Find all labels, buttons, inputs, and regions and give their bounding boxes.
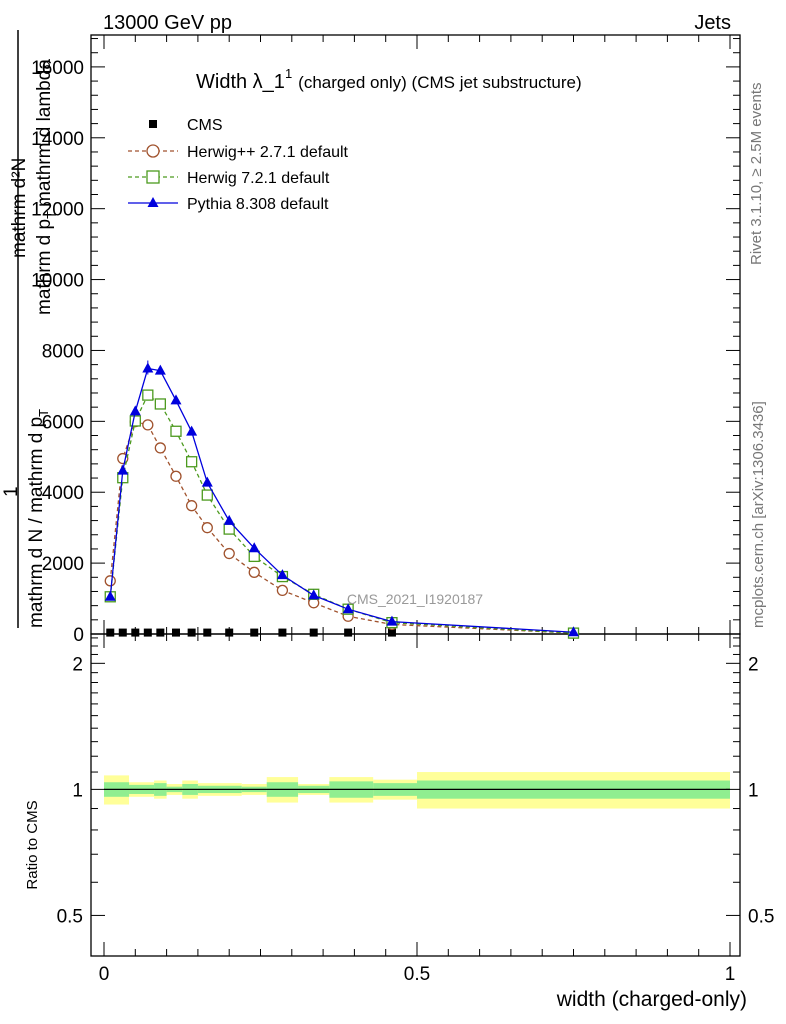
data-point xyxy=(129,405,141,416)
ratio-ylabel: Ratio to CMS xyxy=(24,800,41,889)
ratio-y-tick-label-right: 0.5 xyxy=(748,906,774,927)
x-tick-label: 0.5 xyxy=(404,964,430,985)
series-line xyxy=(109,367,574,633)
data-point xyxy=(248,566,260,578)
x-tick-label: 0 xyxy=(99,964,110,985)
data-point xyxy=(106,628,115,637)
ratio-y-tick-label: 2 xyxy=(72,654,83,675)
legend: CMS Herwig++ 2.7.1 default Herwig 7.2.1 de… xyxy=(128,117,349,213)
y-tick-label: 4000 xyxy=(42,483,84,504)
data-point xyxy=(104,590,116,601)
data-point xyxy=(223,514,235,525)
data-point xyxy=(203,628,212,637)
data-point xyxy=(118,628,127,637)
x-tick-label: 1 xyxy=(725,964,736,985)
data-point xyxy=(143,628,152,637)
legend-label: Pythia 8.308 default xyxy=(187,196,329,213)
data-point xyxy=(308,589,320,600)
y-tick-label: 6000 xyxy=(42,412,84,433)
series-layer xyxy=(104,360,580,639)
data-point xyxy=(386,615,398,626)
ylabel-main-num: 1 xyxy=(1,486,22,497)
series-line xyxy=(109,420,574,634)
y-tick-label: 8000 xyxy=(42,341,84,362)
data-point xyxy=(129,415,141,427)
data-point xyxy=(186,425,198,436)
ratio-y-tick-label-right: 1 xyxy=(748,780,759,801)
data-point xyxy=(171,628,180,637)
header-left: 13000 GeV pp xyxy=(103,12,232,34)
ratio-plot-frame xyxy=(90,633,741,957)
header-right: Jets xyxy=(694,12,731,34)
data-point xyxy=(154,364,166,375)
main-axes: 0 2000 4000 6000 8000 10000 12000 14000 16000 xyxy=(31,35,740,646)
data-point xyxy=(250,628,259,637)
ratio-bands xyxy=(104,772,730,809)
data-point xyxy=(104,575,116,587)
ratio-y-tick-label: 0.5 xyxy=(57,906,83,927)
data-point xyxy=(154,442,166,454)
data-point xyxy=(248,542,260,553)
data-point xyxy=(201,522,213,534)
data-point xyxy=(156,628,165,637)
ylabel-top-num: mathrm d²N xyxy=(9,158,30,258)
mcplots-label: mcplots.cern.ch [arXiv:1306.3436] xyxy=(750,401,767,628)
data-point xyxy=(201,476,213,487)
ylabel-top-den: mathrm d pTmathrm d lambda xyxy=(34,59,59,315)
ylabel-top: mathrm d²N xyxy=(9,158,30,258)
data-point xyxy=(201,489,213,501)
y-tick-label: 2000 xyxy=(42,554,84,575)
legend-marker xyxy=(146,144,160,158)
data-point xyxy=(276,569,288,580)
data-point xyxy=(223,547,235,560)
data-point xyxy=(342,603,354,614)
legend-label: Herwig 7.2.1 default xyxy=(187,170,330,187)
y-tick-label: 10000 xyxy=(31,271,84,292)
data-point xyxy=(225,628,234,637)
ratio-axes: 0.5 0.5 1 1 2 2 0 0.5 1 xyxy=(57,634,774,985)
data-point xyxy=(170,425,182,437)
legend-label: CMS xyxy=(187,117,223,134)
data-point xyxy=(185,500,198,512)
data-point xyxy=(387,628,396,637)
legend-label: Herwig++ 2.7.1 default xyxy=(187,144,349,161)
data-point xyxy=(142,419,154,431)
data-point xyxy=(344,628,353,637)
data-point xyxy=(185,456,198,468)
y-tick-label: 0 xyxy=(73,625,84,646)
y-tick-label: 16000 xyxy=(31,58,84,79)
data-point xyxy=(170,394,182,405)
legend-marker xyxy=(149,120,157,128)
main-ylabel: mathrm d²N mathrm d pTmathrm d lambda 1 … xyxy=(1,30,59,628)
ratio-y-tick-label-right: 2 xyxy=(748,654,759,675)
data-point xyxy=(568,626,579,637)
plot-title: Width λ_11 (charged only) (CMS jet substr… xyxy=(196,66,582,93)
y-tick-label: 12000 xyxy=(31,200,84,221)
data-point xyxy=(131,628,140,637)
legend-marker xyxy=(146,170,160,184)
data-point xyxy=(309,628,318,637)
y-tick-label: 14000 xyxy=(31,129,84,150)
rivet-label: Rivet 3.1.10, ≥ 2.5M events xyxy=(748,83,765,266)
data-point xyxy=(170,470,182,482)
ylabel-main-den: mathrm d N / mathrm d pT xyxy=(26,409,51,628)
data-point xyxy=(187,628,196,637)
x-axis-label: width (charged-only) xyxy=(556,988,747,1011)
data-point xyxy=(276,584,289,597)
data-point xyxy=(142,389,154,401)
legend-marker xyxy=(147,197,159,207)
data-point xyxy=(117,464,129,475)
data-point xyxy=(278,628,287,637)
data-point xyxy=(154,398,166,410)
ratio-y-tick-label: 1 xyxy=(72,780,83,801)
data-point xyxy=(248,550,260,563)
analysis-watermark: CMS_2021_I1920187 xyxy=(347,591,483,607)
